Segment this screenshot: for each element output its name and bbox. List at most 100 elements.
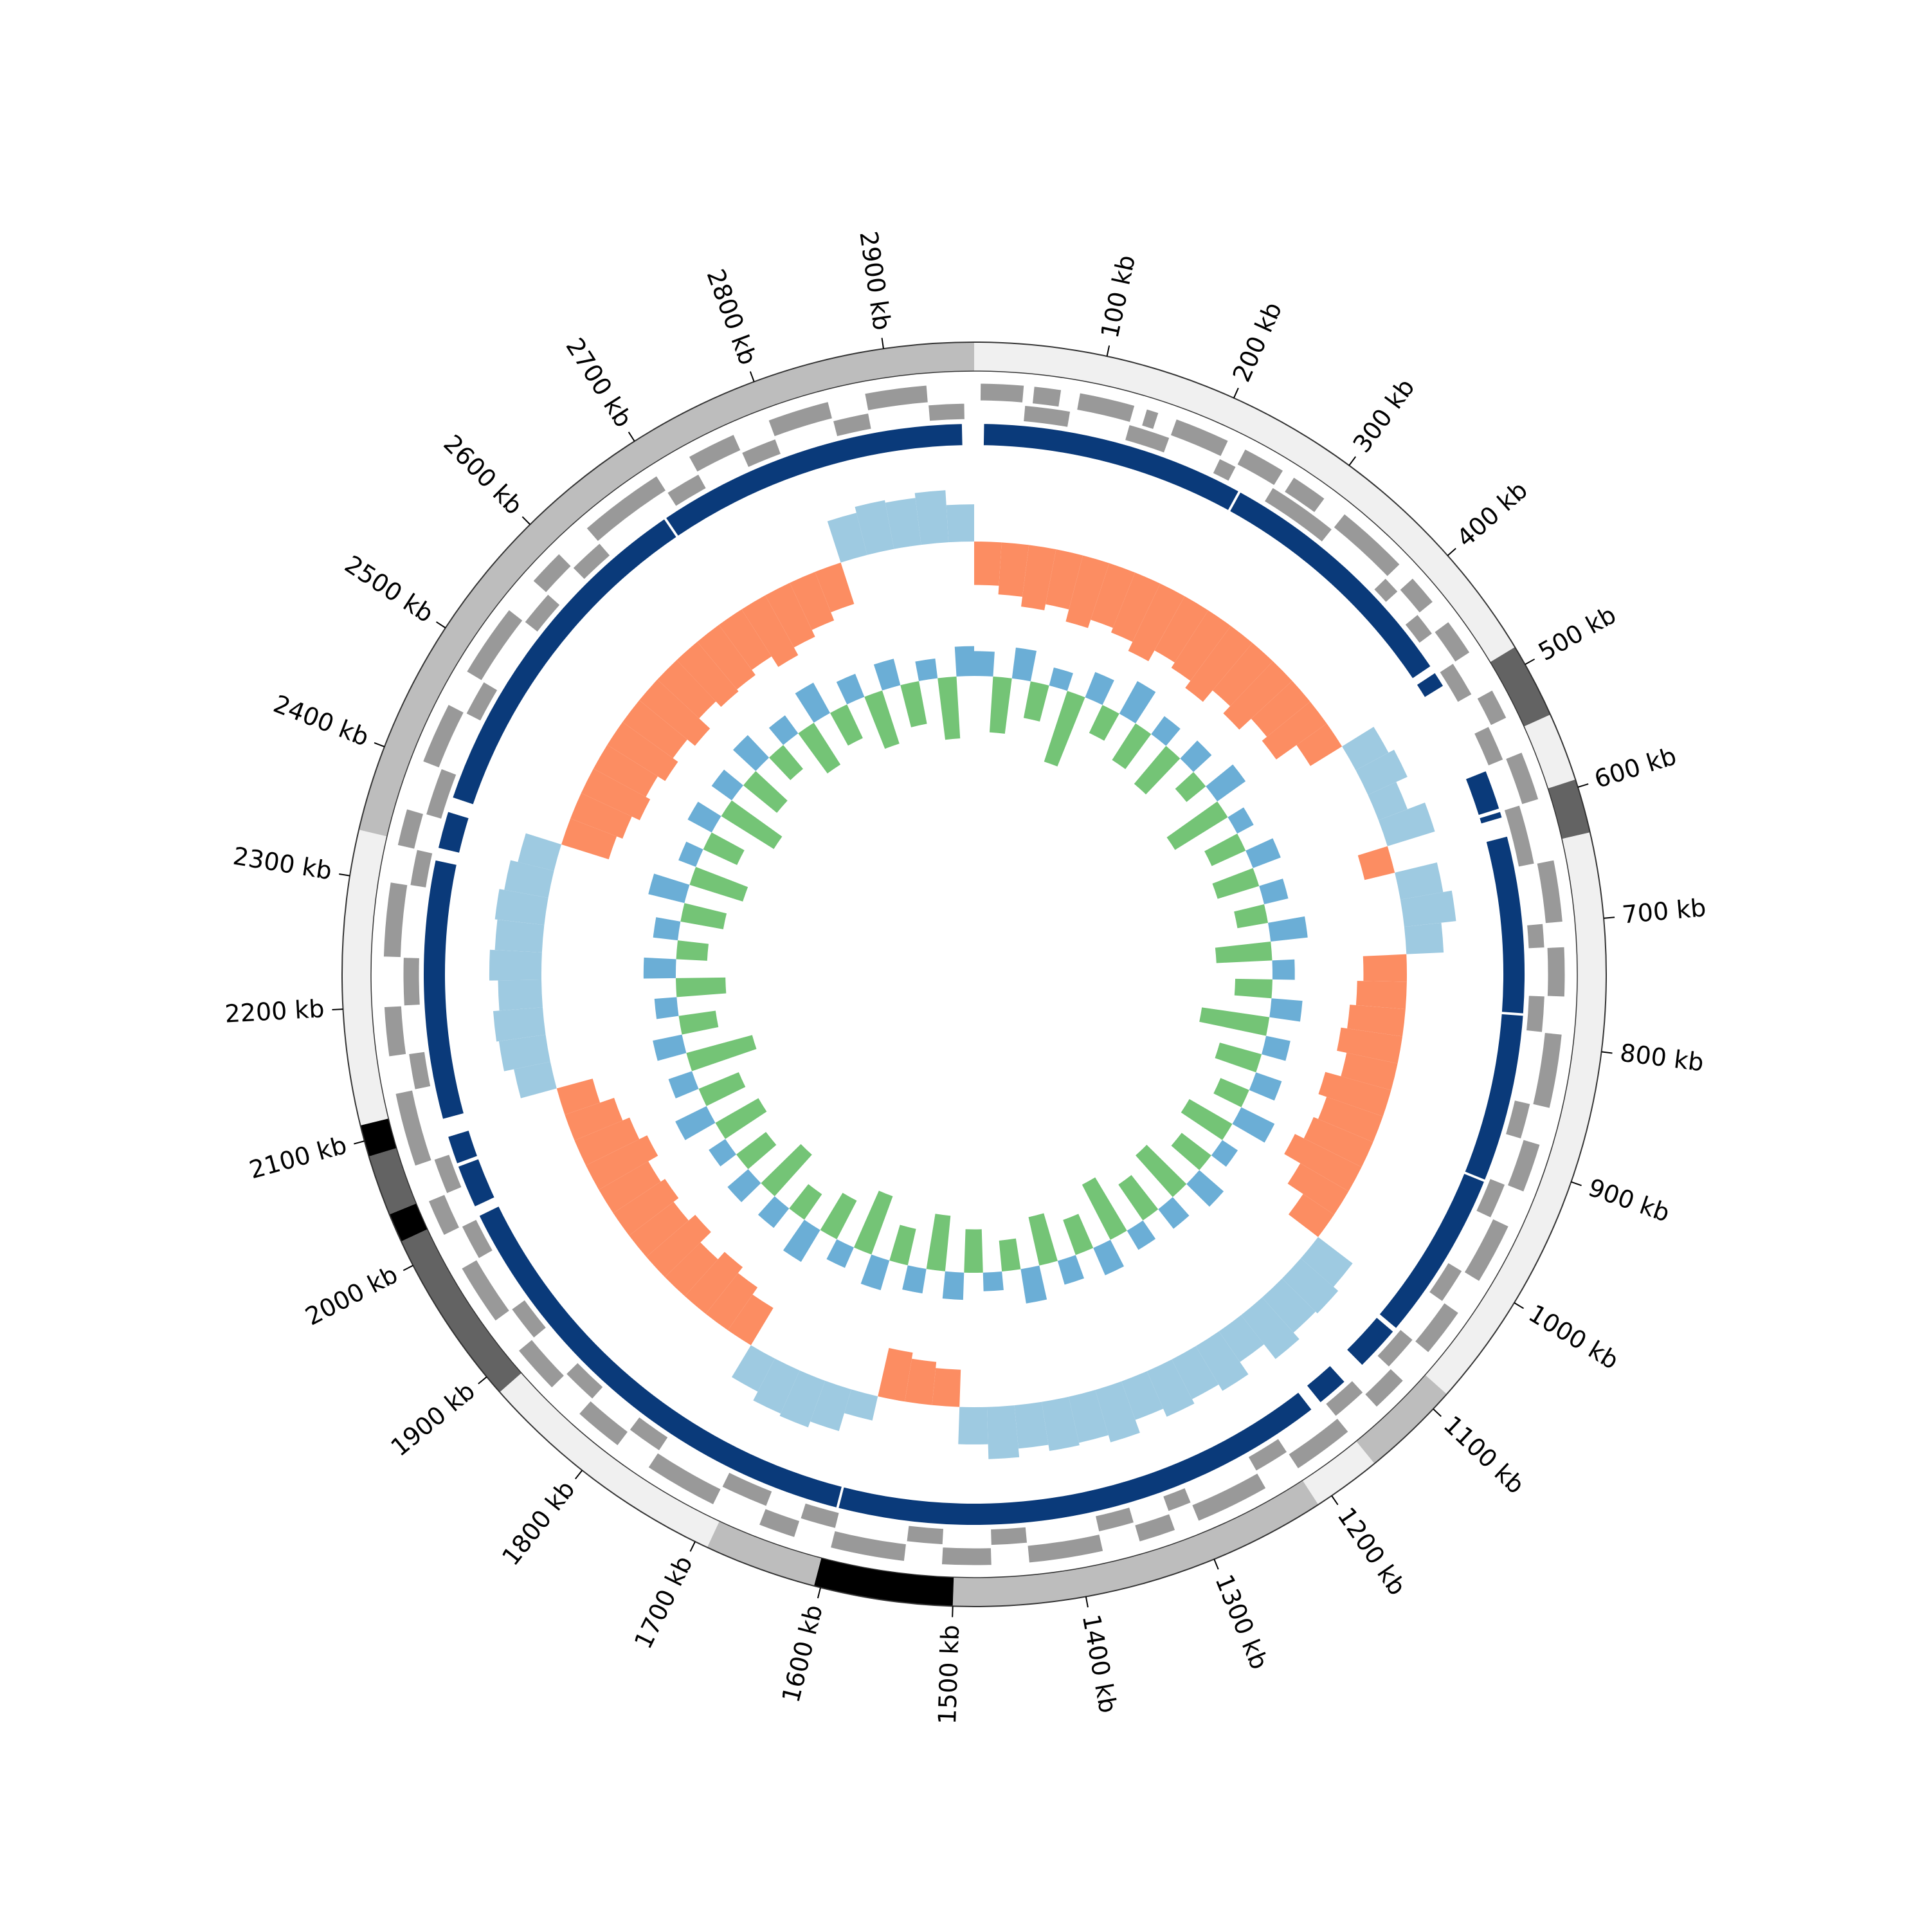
gc-content-bar — [1268, 916, 1308, 942]
gc-content-bar — [678, 1010, 719, 1035]
segment — [813, 1558, 954, 1607]
gc-skew-bar — [1318, 1097, 1383, 1142]
gc-skew-bar — [1355, 749, 1408, 795]
gc-skew-bar — [855, 500, 894, 555]
tick-mark — [817, 1587, 821, 1599]
gc-skew-bar — [731, 1345, 775, 1392]
gc-skew-bar — [719, 609, 772, 670]
gene-feature — [395, 1089, 432, 1167]
gc-skew-bar — [1300, 1237, 1353, 1287]
gc-skew-bar — [593, 745, 658, 797]
gc-skew-bar — [665, 1242, 718, 1297]
gc-content-bar — [676, 940, 709, 961]
gc-content-bar — [1011, 647, 1037, 682]
tick-label: 700 kb — [1621, 893, 1707, 929]
gene-feature — [832, 412, 872, 437]
gc-skew-bar — [844, 1389, 878, 1421]
gc-content-bar — [974, 651, 995, 677]
segment — [1356, 1374, 1447, 1464]
gc-skew-bar — [556, 1079, 601, 1115]
gc-content-bar — [836, 673, 865, 705]
gene-feature — [433, 1154, 462, 1194]
gc-skew-bar — [1368, 781, 1408, 821]
block — [1345, 1316, 1395, 1367]
segment — [1490, 647, 1551, 727]
gc-content-bar — [1134, 745, 1181, 795]
gene-feature — [1507, 1139, 1541, 1192]
segment-ring — [342, 342, 1607, 1607]
gc-content-bar — [689, 866, 748, 902]
tick-label: 1500 kb — [933, 1625, 964, 1725]
gene-feature — [1134, 1513, 1176, 1542]
gc-content-track — [643, 646, 1308, 1304]
gc-content-bar — [1212, 868, 1260, 899]
gc-content-bar — [1082, 1177, 1127, 1240]
gc-skew-bar — [561, 818, 617, 860]
gc-content-bar — [1158, 1197, 1190, 1229]
gc-skew-bar — [1363, 954, 1407, 982]
gc-content-bar — [680, 903, 727, 929]
tick-mark — [689, 1541, 696, 1552]
gc-skew-bar — [810, 1380, 851, 1432]
gc-content-bar — [668, 1071, 699, 1098]
gc-skew-bar — [1212, 642, 1273, 706]
tick-mark — [1433, 1408, 1442, 1417]
gc-content-bar — [999, 1238, 1021, 1271]
gc-content-bar — [1186, 1170, 1224, 1207]
gc-content-bar — [889, 1225, 916, 1266]
gc-content-bar — [675, 1106, 716, 1140]
tick-label: 800 kb — [1618, 1039, 1705, 1077]
gc-skew-bar — [1318, 1071, 1391, 1116]
block — [478, 1205, 844, 1509]
gc-content-bar — [989, 676, 1012, 734]
gc-content-bar — [676, 977, 727, 998]
gc-skew-bar — [1296, 723, 1343, 767]
gc-content-bar — [795, 682, 830, 723]
gene-feature — [1414, 1302, 1460, 1353]
gene-feature — [1476, 1178, 1506, 1219]
gene-feature — [864, 385, 928, 412]
gene-feature — [1288, 1417, 1349, 1470]
gene-feature — [1546, 946, 1566, 998]
gene-feature — [1503, 805, 1535, 868]
gene-feature — [1247, 1438, 1288, 1472]
gc-content-bar — [1049, 667, 1073, 691]
tick-mark — [881, 338, 884, 349]
gc-skew-bar — [1281, 1258, 1339, 1314]
gc-content-bar — [643, 957, 676, 979]
gc-skew-bar — [905, 1358, 937, 1405]
block — [982, 423, 1240, 512]
gc-content-bar — [1057, 1255, 1085, 1285]
gene-feature — [1283, 477, 1325, 513]
tick-label: 300 kb — [1348, 374, 1420, 458]
segment — [368, 1148, 417, 1215]
gc-content-bar — [900, 681, 927, 727]
gc-skew-bar — [697, 624, 756, 689]
gc-content-bar — [1023, 681, 1049, 722]
segment — [1425, 832, 1607, 1394]
gc-skew-bar — [932, 1368, 961, 1407]
tick-mark — [354, 1140, 365, 1145]
gc-skew-bar — [827, 513, 867, 563]
gc-skew-bar — [1091, 563, 1136, 628]
gene-feature — [629, 1416, 669, 1452]
gene-feature — [408, 1051, 431, 1090]
tick-mark — [1514, 1302, 1525, 1309]
gc-content-bar — [721, 800, 783, 850]
gc-content-bar — [864, 690, 900, 749]
gc-skew-bar — [705, 1273, 758, 1331]
gc-skew-bar — [498, 980, 543, 1011]
gc-skew-bar — [878, 1347, 913, 1402]
tick-label: 2100 kb — [246, 1131, 350, 1184]
gc-skew-bar — [489, 949, 542, 981]
tick-mark — [952, 1606, 954, 1618]
gene-feature — [466, 681, 498, 722]
gc-skew-bar — [753, 1358, 800, 1414]
gc-skew-bar — [790, 572, 835, 630]
tick-mark — [1085, 1596, 1089, 1608]
tick-label: 1300 kb — [1209, 1571, 1274, 1673]
gc-skew-bar — [1223, 661, 1292, 730]
gene-feature — [1027, 1533, 1104, 1563]
